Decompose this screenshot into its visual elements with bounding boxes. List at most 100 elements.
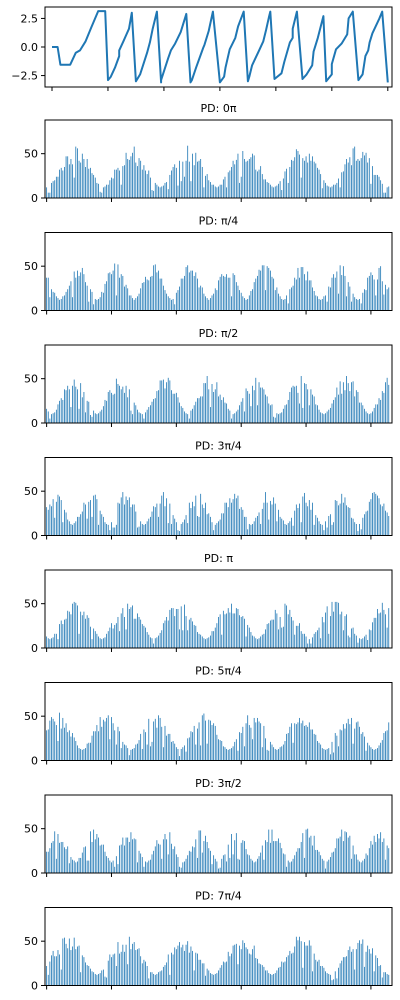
bar <box>263 502 265 536</box>
bar <box>112 860 114 873</box>
bar <box>125 496 127 536</box>
bar <box>239 182 240 198</box>
bar <box>120 497 122 536</box>
bar <box>180 523 182 536</box>
bar <box>67 846 69 873</box>
bar <box>65 618 67 648</box>
bar <box>302 158 304 198</box>
bar <box>91 173 93 198</box>
bar <box>164 834 166 873</box>
bar <box>328 859 330 873</box>
bar <box>65 723 67 761</box>
bar <box>268 973 270 986</box>
bar <box>119 845 120 873</box>
bar <box>278 293 279 311</box>
bar <box>279 966 281 986</box>
bar <box>70 159 72 198</box>
bar <box>360 158 362 198</box>
bar <box>187 630 189 648</box>
bar <box>299 277 300 311</box>
bar <box>321 524 323 536</box>
bar <box>101 514 103 536</box>
bar <box>341 393 343 423</box>
bar <box>213 391 215 423</box>
bar <box>77 605 78 648</box>
panel-title: PD: 3π/4 <box>195 440 242 453</box>
bar <box>227 172 229 198</box>
bar <box>266 749 268 761</box>
bar <box>64 295 65 311</box>
bar <box>305 945 307 986</box>
bar <box>85 618 86 648</box>
bar <box>339 836 341 873</box>
bar <box>231 748 232 761</box>
bar <box>49 297 51 311</box>
bar <box>64 727 65 761</box>
bar <box>261 265 263 311</box>
bar <box>47 729 49 761</box>
bar <box>347 162 349 198</box>
bar <box>85 412 86 423</box>
bar <box>99 638 101 648</box>
bar <box>344 728 346 761</box>
bar <box>179 629 180 648</box>
bar <box>339 503 341 536</box>
panel-title: PD: π/4 <box>199 215 239 228</box>
bar <box>197 516 198 536</box>
bar <box>320 523 322 536</box>
bar <box>287 523 289 536</box>
bar <box>175 167 177 198</box>
bar <box>122 166 124 198</box>
bar <box>151 972 153 986</box>
bar <box>182 862 184 873</box>
bar <box>344 497 346 536</box>
bar <box>119 731 120 761</box>
bar <box>146 409 148 423</box>
bar <box>388 384 390 423</box>
bar <box>310 160 312 198</box>
bar <box>120 748 122 761</box>
bar <box>372 492 373 536</box>
bar <box>341 493 343 536</box>
bar <box>300 723 302 761</box>
bar <box>119 503 120 536</box>
y-tick-label: 0 <box>31 417 38 430</box>
bar <box>289 862 291 873</box>
bar <box>138 293 140 311</box>
plot-area <box>46 601 390 648</box>
bar <box>224 747 226 761</box>
bar <box>317 517 318 536</box>
bar <box>156 391 158 423</box>
bar <box>252 949 253 986</box>
bar <box>177 397 179 423</box>
bar <box>334 500 336 536</box>
bar <box>216 861 218 873</box>
bar <box>112 178 114 198</box>
bar <box>373 749 375 761</box>
bar <box>351 717 352 761</box>
bar <box>156 184 158 198</box>
bar <box>51 638 52 648</box>
bar <box>55 633 57 648</box>
bar <box>77 946 78 986</box>
bar <box>266 970 268 986</box>
bar <box>153 973 155 986</box>
bar <box>187 145 189 198</box>
bar <box>287 860 289 873</box>
bar <box>250 524 252 536</box>
bar <box>214 524 216 536</box>
bar <box>201 636 203 648</box>
bar <box>344 957 346 986</box>
bar <box>151 190 153 198</box>
bar <box>93 174 95 198</box>
bar <box>166 293 168 311</box>
bar <box>260 723 262 761</box>
bar <box>357 299 359 311</box>
bar <box>161 278 163 311</box>
bar <box>109 860 111 873</box>
bar <box>313 524 315 536</box>
bar <box>206 743 208 761</box>
bar <box>367 945 369 986</box>
